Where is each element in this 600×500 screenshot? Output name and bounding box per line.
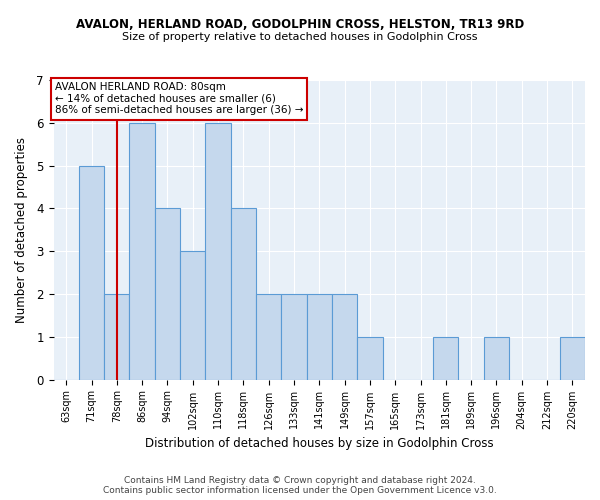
Text: AVALON HERLAND ROAD: 80sqm
← 14% of detached houses are smaller (6)
86% of semi-: AVALON HERLAND ROAD: 80sqm ← 14% of deta… (55, 82, 304, 116)
Bar (560, 337, 585, 380)
Bar (155, 208, 180, 380)
Bar (307, 294, 332, 380)
Bar (332, 294, 357, 380)
X-axis label: Distribution of detached houses by size in Godolphin Cross: Distribution of detached houses by size … (145, 437, 494, 450)
Bar (205, 123, 231, 380)
Bar (79, 166, 104, 380)
Bar (130, 123, 155, 380)
Text: Contains HM Land Registry data © Crown copyright and database right 2024.
Contai: Contains HM Land Registry data © Crown c… (103, 476, 497, 495)
Text: Size of property relative to detached houses in Godolphin Cross: Size of property relative to detached ho… (122, 32, 478, 42)
Y-axis label: Number of detached properties: Number of detached properties (15, 137, 28, 323)
Bar (180, 251, 205, 380)
Bar (104, 294, 130, 380)
Bar (433, 337, 458, 380)
Bar (256, 294, 281, 380)
Bar (484, 337, 509, 380)
Bar (231, 208, 256, 380)
Bar (357, 337, 383, 380)
Bar (281, 294, 307, 380)
Text: AVALON, HERLAND ROAD, GODOLPHIN CROSS, HELSTON, TR13 9RD: AVALON, HERLAND ROAD, GODOLPHIN CROSS, H… (76, 18, 524, 30)
